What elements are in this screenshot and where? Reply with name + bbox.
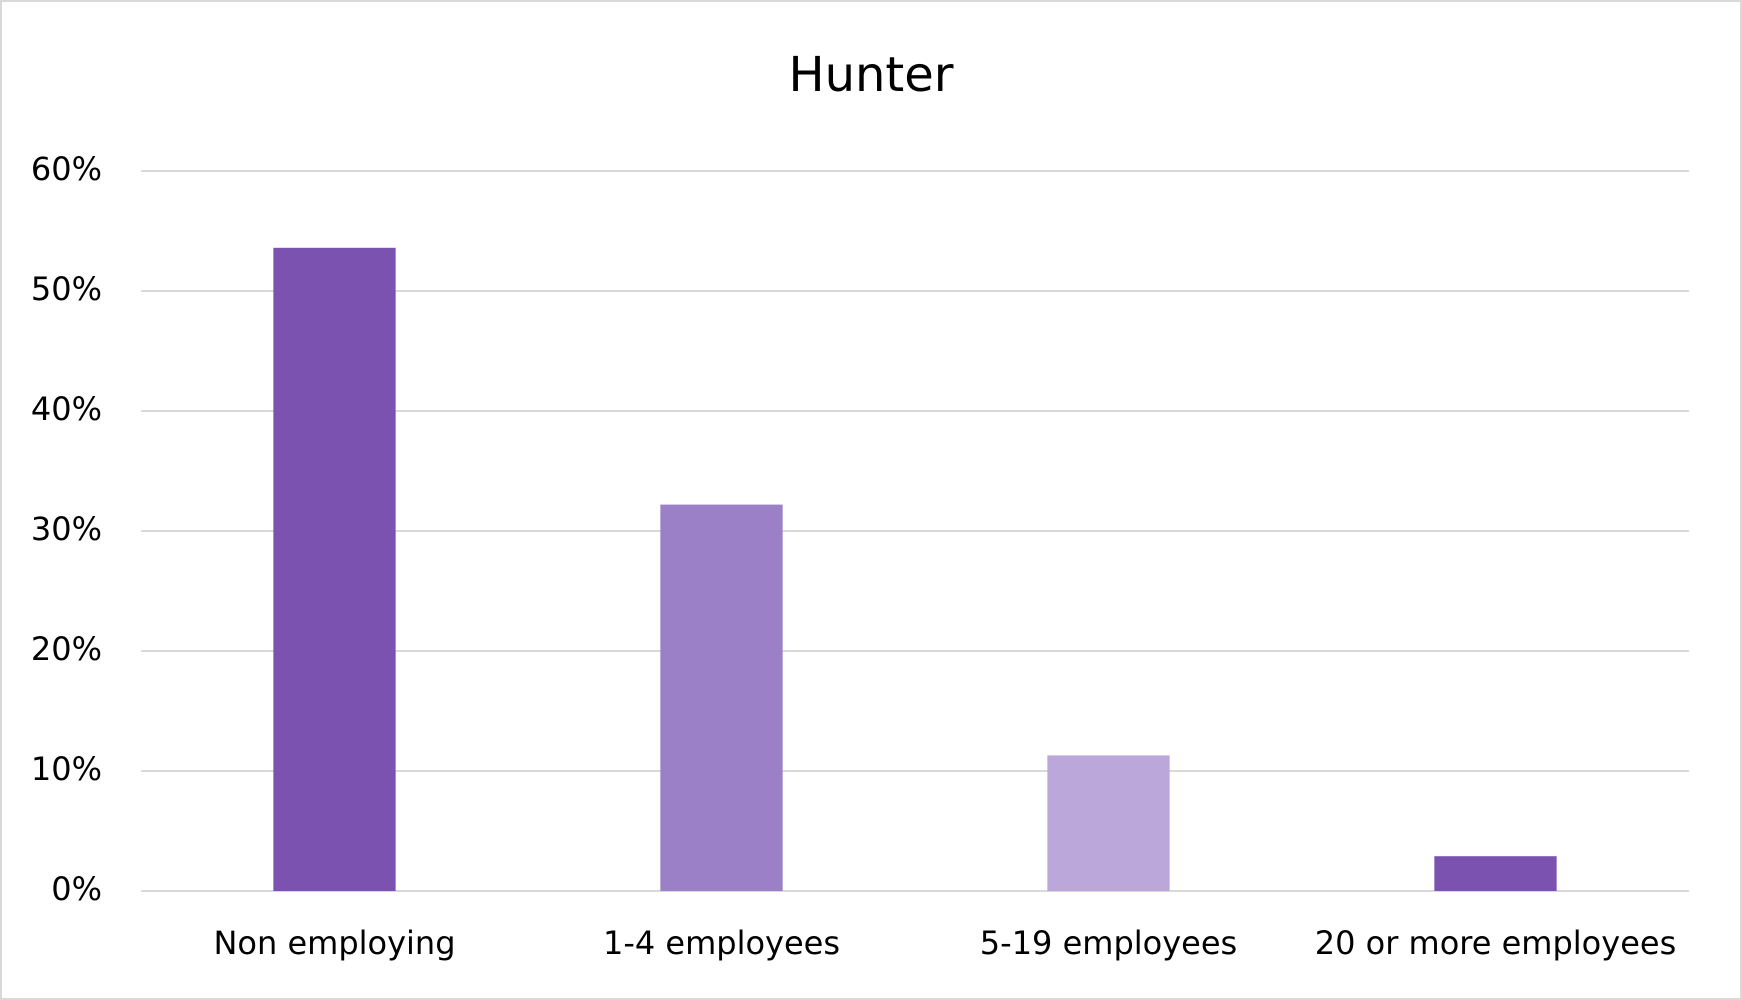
x-tick-label: 5-19 employees xyxy=(980,924,1237,962)
bar xyxy=(1434,856,1557,891)
x-tick-label: 20 or more employees xyxy=(1315,924,1676,962)
y-tick-label: 60% xyxy=(31,150,102,188)
chart-title: Hunter xyxy=(788,47,953,103)
y-tick-label: 0% xyxy=(51,870,102,908)
x-tick-label: 1-4 employees xyxy=(603,924,840,962)
bar xyxy=(273,247,396,892)
bar xyxy=(1047,755,1170,891)
y-tick-label: 50% xyxy=(31,270,102,308)
y-tick-label: 40% xyxy=(31,390,102,428)
x-tick-label: Non employing xyxy=(213,924,455,962)
y-tick-label: 20% xyxy=(31,630,102,668)
y-tick-label: 10% xyxy=(31,750,102,788)
bar xyxy=(660,504,783,891)
y-tick-label: 30% xyxy=(31,510,102,548)
